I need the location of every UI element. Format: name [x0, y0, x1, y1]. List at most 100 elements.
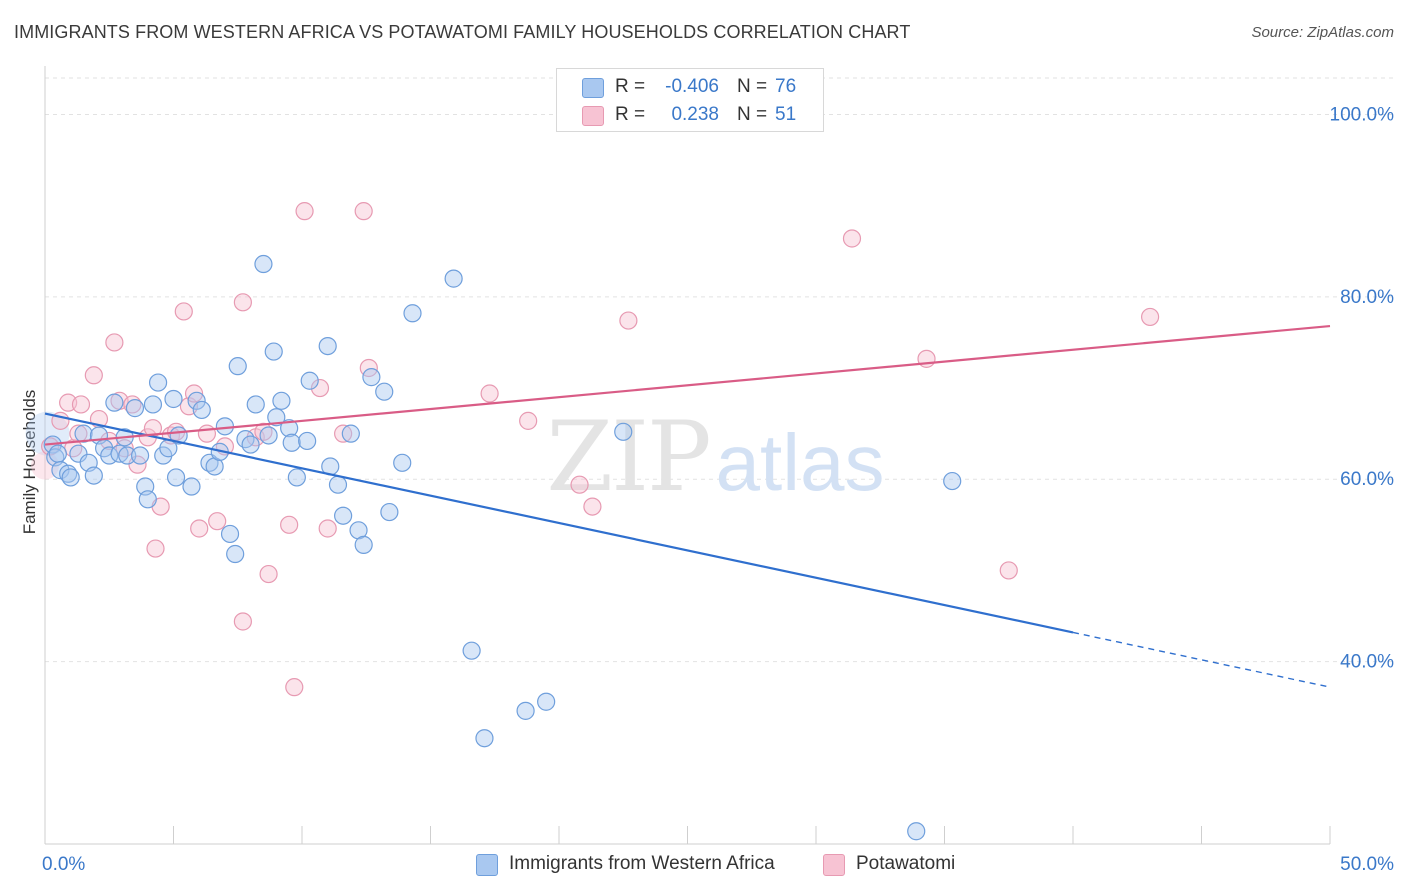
data-point — [236, 430, 255, 449]
data-point — [174, 302, 193, 321]
legend-swatch-pink — [582, 106, 604, 126]
data-point — [354, 535, 373, 554]
data-point — [354, 202, 373, 221]
data-point — [208, 512, 227, 531]
data-point — [614, 422, 633, 441]
legend-swatch-blue — [582, 78, 604, 98]
data-point — [41, 437, 60, 456]
r-value: -0.406 — [665, 76, 719, 97]
gridlines — [45, 77, 1394, 663]
data-point — [84, 366, 103, 385]
data-point — [187, 391, 206, 410]
data-point — [105, 333, 124, 352]
trend-line-extrapolated — [1072, 631, 1331, 688]
data-point — [220, 524, 240, 544]
watermark: ZIP atlas — [546, 401, 884, 513]
points-layer — [25, 202, 1160, 841]
trend-line — [44, 412, 1074, 634]
data-point — [300, 371, 319, 390]
data-point — [334, 506, 353, 525]
stats-legend: R = -0.406 N = 76 R = 0.238 N = 51 — [556, 68, 824, 132]
data-point — [246, 395, 265, 414]
data-point — [462, 641, 481, 660]
data-point — [228, 357, 247, 376]
data-point — [146, 539, 165, 558]
data-point — [403, 304, 422, 323]
data-point — [190, 519, 209, 538]
y-tick-label: 80.0% — [1340, 287, 1394, 308]
r-label: R = — [615, 76, 646, 97]
data-point — [164, 389, 183, 409]
y-tick-label: 100.0% — [1330, 104, 1395, 125]
data-point — [264, 342, 283, 361]
data-point — [74, 424, 93, 443]
data-point — [318, 337, 337, 356]
data-point — [519, 411, 538, 430]
y-tick-label: 60.0% — [1340, 469, 1394, 490]
data-point — [197, 424, 217, 443]
chart-title: IMMIGRANTS FROM WESTERN AFRICA VS POTAWA… — [14, 22, 911, 42]
watermark-zip: ZIP — [546, 401, 709, 513]
data-point — [362, 368, 381, 387]
data-point — [298, 431, 317, 451]
data-point — [130, 446, 150, 465]
n-label: N = — [737, 76, 768, 97]
legend-swatch-blue — [476, 854, 498, 876]
axes — [44, 66, 1331, 845]
data-point — [310, 378, 330, 398]
n-value: 51 — [775, 104, 797, 125]
data-point — [393, 453, 412, 472]
data-point — [295, 202, 314, 221]
data-point — [842, 229, 862, 248]
data-point — [192, 400, 211, 420]
data-point — [619, 311, 638, 330]
data-point — [233, 612, 252, 631]
data-point — [267, 408, 286, 427]
data-point — [570, 475, 589, 494]
x-tick-label: 0.0% — [42, 854, 85, 875]
data-point — [475, 729, 494, 748]
data-point — [341, 424, 360, 443]
data-point — [138, 490, 157, 509]
series-legend: Immigrants from Western Africa Potawatom… — [0, 851, 1406, 879]
trend-line — [44, 324, 1331, 446]
data-point — [375, 382, 394, 401]
data-point — [61, 468, 80, 487]
data-point — [182, 477, 201, 496]
data-point — [444, 269, 463, 288]
data-point — [537, 692, 556, 711]
trend-lines — [44, 324, 1331, 688]
data-point — [259, 564, 278, 584]
data-point — [516, 701, 535, 720]
data-point — [241, 435, 260, 454]
data-point — [282, 433, 301, 452]
data-point — [226, 544, 245, 564]
data-point — [84, 466, 103, 485]
data-point — [380, 502, 399, 522]
x-tick-label: 50.0% — [1340, 854, 1394, 875]
legend-row-western-africa: R = -0.406 N = 76 — [557, 73, 823, 101]
data-point — [272, 391, 291, 410]
legend-label: Immigrants from Western Africa — [509, 853, 775, 874]
r-label: R = — [615, 104, 646, 125]
r-value: 0.238 — [671, 104, 719, 125]
data-point — [480, 384, 499, 403]
n-value: 76 — [775, 76, 797, 97]
legend-swatch-pink — [823, 854, 845, 876]
data-point — [69, 444, 88, 463]
data-point — [328, 475, 348, 494]
data-point — [125, 399, 145, 418]
data-point — [1140, 307, 1160, 327]
data-point — [287, 468, 306, 487]
data-point — [71, 395, 91, 414]
source-label: Source: ZipAtlas.com — [1251, 24, 1394, 41]
data-point — [280, 419, 299, 438]
tick-labels: 100.0% 80.0% 60.0% 40.0% 0.0% 50.0% — [42, 104, 1394, 875]
n-label: N = — [737, 104, 768, 125]
data-point — [280, 515, 299, 534]
y-tick-label: 40.0% — [1340, 652, 1394, 673]
data-point — [48, 444, 67, 463]
data-point — [259, 426, 278, 445]
data-point — [105, 393, 124, 412]
